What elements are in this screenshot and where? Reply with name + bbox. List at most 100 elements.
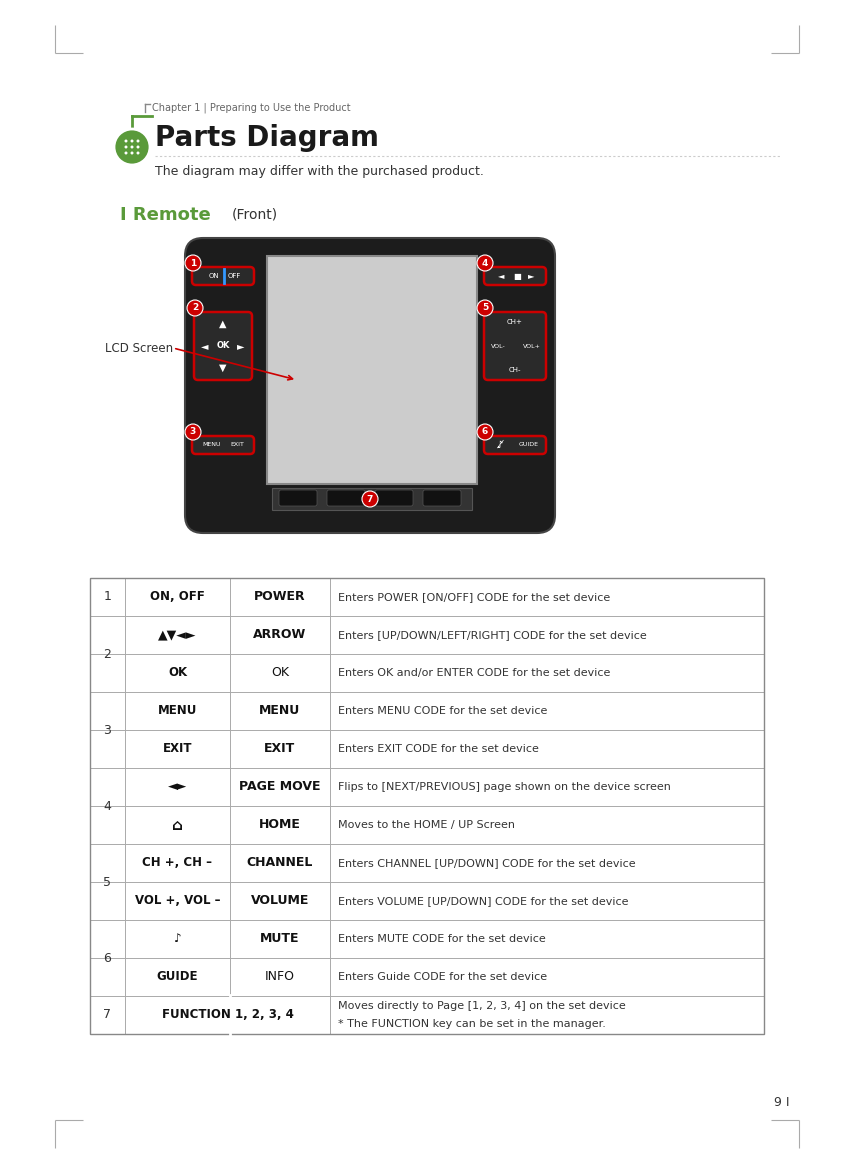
Text: OK: OK <box>270 666 288 679</box>
Text: 5: 5 <box>103 875 112 888</box>
Text: MENU: MENU <box>202 442 221 448</box>
Text: HOME: HOME <box>258 819 300 832</box>
Bar <box>267 256 477 484</box>
Text: 2: 2 <box>103 647 111 660</box>
Text: I Remote: I Remote <box>120 206 211 224</box>
Circle shape <box>113 129 150 165</box>
Text: 4: 4 <box>481 258 488 267</box>
FancyBboxPatch shape <box>484 312 545 380</box>
Text: ◄: ◄ <box>497 271 503 280</box>
Circle shape <box>125 140 127 142</box>
Text: VOL-: VOL- <box>490 344 505 348</box>
Text: 2: 2 <box>192 304 198 312</box>
Text: * The FUNCTION key can be set in the manager.: * The FUNCTION key can be set in the man… <box>338 1019 605 1029</box>
Text: 5: 5 <box>481 304 488 312</box>
Text: OFF: OFF <box>227 273 241 279</box>
Text: Parts Diagram: Parts Diagram <box>154 124 379 152</box>
Text: Flips to [NEXT/PREVIOUS] page shown on the device screen: Flips to [NEXT/PREVIOUS] page shown on t… <box>338 782 670 792</box>
Text: FUNCTION 1, 2, 3, 4: FUNCTION 1, 2, 3, 4 <box>161 1009 293 1022</box>
FancyBboxPatch shape <box>484 436 545 454</box>
FancyBboxPatch shape <box>192 267 253 285</box>
Text: ▼: ▼ <box>219 362 227 373</box>
Text: Enters OK and/or ENTER CODE for the set device: Enters OK and/or ENTER CODE for the set … <box>338 667 610 678</box>
Text: INFO: INFO <box>264 970 294 983</box>
Text: 4: 4 <box>103 800 111 813</box>
Text: PAGE MOVE: PAGE MOVE <box>239 780 321 793</box>
Circle shape <box>477 423 492 440</box>
Circle shape <box>125 151 127 155</box>
FancyBboxPatch shape <box>192 436 253 454</box>
Text: ARROW: ARROW <box>253 629 306 642</box>
Text: Moves to the HOME / UP Screen: Moves to the HOME / UP Screen <box>338 820 514 830</box>
Text: ⌂: ⌂ <box>171 818 183 833</box>
Text: GUIDE: GUIDE <box>519 442 538 448</box>
Text: Enters Guide CODE for the set device: Enters Guide CODE for the set device <box>338 972 547 982</box>
Circle shape <box>187 300 203 316</box>
Circle shape <box>185 255 200 271</box>
Text: Moves directly to Page [1, 2, 3, 4] on the set device: Moves directly to Page [1, 2, 3, 4] on t… <box>338 1001 625 1011</box>
Text: Chapter 1 | Preparing to Use the Product: Chapter 1 | Preparing to Use the Product <box>152 103 351 114</box>
Text: CH +, CH –: CH +, CH – <box>142 856 212 869</box>
Text: MENU: MENU <box>158 705 197 718</box>
FancyBboxPatch shape <box>422 490 461 506</box>
Text: ►: ► <box>527 271 534 280</box>
FancyArrowPatch shape <box>176 348 293 380</box>
Bar <box>272 488 472 510</box>
Text: EXIT: EXIT <box>229 442 244 448</box>
Circle shape <box>131 151 133 155</box>
Text: OK: OK <box>168 666 187 679</box>
Text: EXIT: EXIT <box>264 743 295 755</box>
Circle shape <box>136 140 139 142</box>
Text: ON: ON <box>208 273 219 279</box>
Text: ▲: ▲ <box>219 319 227 328</box>
Text: (Front): (Front) <box>232 208 278 222</box>
Text: 6: 6 <box>103 951 111 964</box>
Text: OK: OK <box>216 341 229 351</box>
Circle shape <box>131 140 133 142</box>
Text: EXIT: EXIT <box>163 743 192 755</box>
Text: ▲▼◄►: ▲▼◄► <box>158 629 196 642</box>
FancyBboxPatch shape <box>327 490 364 506</box>
Text: Enters MUTE CODE for the set device: Enters MUTE CODE for the set device <box>338 934 545 944</box>
Text: 7: 7 <box>367 495 373 503</box>
Text: 3: 3 <box>189 427 196 436</box>
Text: ◄►: ◄► <box>168 780 187 793</box>
Text: The diagram may differ with the purchased product.: The diagram may differ with the purchase… <box>154 164 484 177</box>
Text: POWER: POWER <box>254 590 305 603</box>
Circle shape <box>136 151 139 155</box>
Text: 6: 6 <box>481 427 488 436</box>
Text: Enters VOLUME [UP/DOWN] CODE for the set device: Enters VOLUME [UP/DOWN] CODE for the set… <box>338 896 628 906</box>
Text: ON, OFF: ON, OFF <box>150 590 205 603</box>
FancyBboxPatch shape <box>484 267 545 285</box>
Circle shape <box>362 491 378 507</box>
Text: CHANNEL: CHANNEL <box>247 856 313 869</box>
Text: Enters [UP/DOWN/LEFT/RIGHT] CODE for the set device: Enters [UP/DOWN/LEFT/RIGHT] CODE for the… <box>338 630 646 640</box>
Text: CH+: CH+ <box>507 319 522 325</box>
Circle shape <box>477 300 492 316</box>
Text: 1: 1 <box>103 590 111 603</box>
Text: ♪̸: ♪̸ <box>497 440 503 450</box>
Text: Enters CHANNEL [UP/DOWN] CODE for the set device: Enters CHANNEL [UP/DOWN] CODE for the se… <box>338 857 635 868</box>
FancyBboxPatch shape <box>185 238 554 533</box>
Circle shape <box>125 145 127 149</box>
Text: Enters MENU CODE for the set device: Enters MENU CODE for the set device <box>338 706 547 716</box>
Text: Enters EXIT CODE for the set device: Enters EXIT CODE for the set device <box>338 744 538 754</box>
Text: MENU: MENU <box>259 705 300 718</box>
FancyBboxPatch shape <box>279 490 316 506</box>
Text: ◄: ◄ <box>201 341 208 351</box>
Text: 7: 7 <box>103 1009 112 1022</box>
Text: GUIDE: GUIDE <box>157 970 198 983</box>
FancyBboxPatch shape <box>194 312 252 380</box>
Text: 3: 3 <box>103 724 111 737</box>
Circle shape <box>136 145 139 149</box>
Text: 9 I: 9 I <box>774 1097 789 1110</box>
Text: CH-: CH- <box>508 367 520 373</box>
Bar <box>90 578 763 1035</box>
Circle shape <box>185 423 200 440</box>
FancyBboxPatch shape <box>374 490 413 506</box>
Text: Enters POWER [ON/OFF] CODE for the set device: Enters POWER [ON/OFF] CODE for the set d… <box>338 592 610 602</box>
Text: ►: ► <box>237 341 245 351</box>
Circle shape <box>131 145 133 149</box>
Text: 1: 1 <box>189 258 196 267</box>
Text: LCD Screen: LCD Screen <box>105 341 173 354</box>
